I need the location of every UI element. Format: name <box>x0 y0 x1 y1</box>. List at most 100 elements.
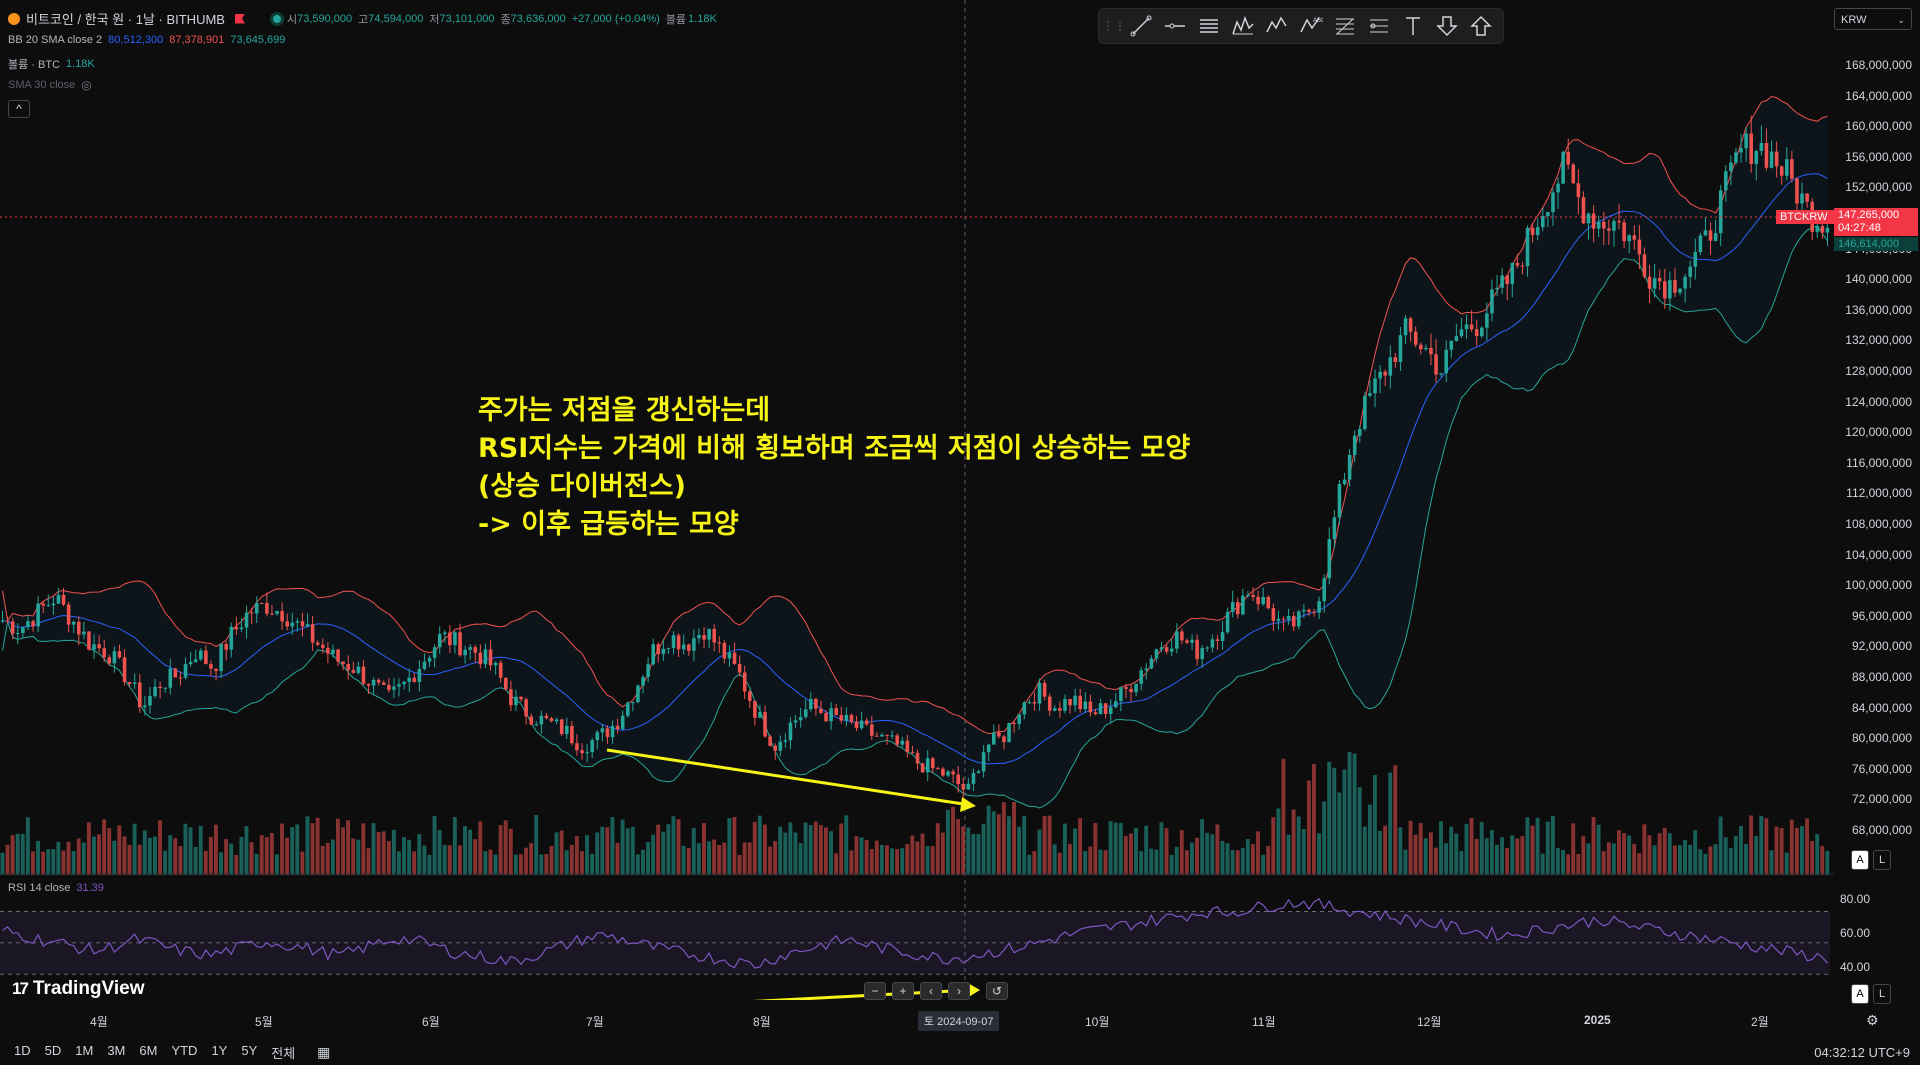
tradingview-logo[interactable]: 17 TradingView <box>12 978 145 1000</box>
date-range-icon[interactable]: ▦ <box>317 1044 331 1060</box>
candle-body <box>265 603 269 614</box>
flag-icon[interactable] <box>234 13 245 24</box>
volume-bar <box>666 824 671 875</box>
candle-body <box>41 603 45 606</box>
pattern-tool-icon[interactable] <box>1229 12 1257 40</box>
symbol-title[interactable]: 비트코인 / 한국 원 · 1날 · BITHUMB <box>26 12 225 27</box>
candle-body <box>1663 281 1667 299</box>
reset-chart-button[interactable]: ↺ <box>986 982 1008 1000</box>
auto-scale-button[interactable]: A <box>1851 850 1869 870</box>
volume-bar <box>107 828 112 875</box>
timeframe-button[interactable]: 1D <box>14 1043 31 1058</box>
volume-bar <box>1601 851 1606 875</box>
volume-bar <box>336 818 340 875</box>
drag-handle-icon[interactable]: ⋮⋮ <box>1102 19 1126 33</box>
volume-bar <box>1535 817 1540 875</box>
candle-body <box>864 720 869 725</box>
zoom-out-button[interactable]: − <box>864 982 886 1000</box>
scroll-left-button[interactable]: ‹ <box>920 982 942 1000</box>
bb-legend[interactable]: BB 20 SMA close 2 80,512,300 87,378,901 … <box>8 34 285 46</box>
timeframe-button[interactable]: 전체 <box>271 1046 296 1061</box>
timeframe-button[interactable]: YTD <box>171 1043 198 1058</box>
rsi-legend[interactable]: RSI 14 close 31.39 <box>8 882 104 894</box>
volume-bar <box>208 836 213 875</box>
volume-bar <box>1184 850 1189 875</box>
text-tool-icon[interactable] <box>1399 12 1427 40</box>
ohlc-low-value: 73,101,000 <box>439 12 495 25</box>
scroll-right-button[interactable]: › <box>948 982 970 1000</box>
timeframe-button[interactable]: 5Y <box>241 1043 258 1058</box>
abc-wave-tool-icon[interactable]: ABC <box>1297 12 1325 40</box>
price-axis[interactable]: 168,000,000 164,000,000 160,000,000 156,000… <box>1834 40 1920 870</box>
price-tick-label: 68,000,000 <box>1851 823 1912 837</box>
volume-bar <box>468 829 473 875</box>
time-tick-label: 6월 <box>422 1015 440 1029</box>
collapse-legend-button[interactable]: ^ <box>8 100 30 118</box>
candle-body <box>173 668 178 678</box>
volume-bar <box>493 854 498 875</box>
candle-body <box>844 714 849 721</box>
candle-body <box>1439 373 1443 375</box>
zoom-in-button[interactable]: + <box>892 982 914 1000</box>
hidden-eye-icon[interactable]: ◎ <box>81 78 92 92</box>
volume-bar <box>981 823 986 875</box>
volume-bar <box>198 825 203 875</box>
arrow-up-tool-icon[interactable] <box>1467 12 1495 40</box>
price-tick-label: 136,000,000 <box>1845 302 1912 317</box>
arrow-down-tool-icon[interactable] <box>1433 12 1461 40</box>
price-chart[interactable] <box>0 0 1834 1000</box>
candle-body <box>554 719 559 722</box>
timeframe-button[interactable]: 3M <box>107 1043 126 1058</box>
candle-body <box>422 661 427 670</box>
volume-bar <box>1352 753 1357 875</box>
timeframe-button[interactable]: 5D <box>44 1043 62 1058</box>
candle-body <box>92 644 96 650</box>
trend-line-tool-icon[interactable] <box>1127 12 1155 40</box>
currency-select[interactable]: KRW ⌄ <box>1834 8 1912 30</box>
candle-body <box>77 621 81 635</box>
candle-body <box>1586 213 1591 224</box>
volume-bar <box>971 834 976 875</box>
volume-bar <box>1423 838 1428 875</box>
candle-body <box>697 635 701 639</box>
candle-body <box>82 631 86 635</box>
clock[interactable]: 04:32:12 UTC+9 <box>1814 1045 1910 1060</box>
price-tick-label: 92,000,000 <box>1851 639 1912 654</box>
candle-body <box>529 716 533 725</box>
elliott-wave-tool-icon[interactable] <box>1263 12 1291 40</box>
volume-bar <box>1276 808 1281 875</box>
timeframe-button[interactable]: 1M <box>75 1043 94 1058</box>
volume-bar <box>478 821 483 875</box>
price-tick-label: 76,000,000 <box>1851 761 1912 776</box>
candle-body <box>1032 702 1037 704</box>
fib-retracement-tool-icon[interactable] <box>1331 12 1359 40</box>
volume-bar <box>544 854 549 875</box>
volume-bar <box>300 851 305 875</box>
volume-bar <box>285 837 290 875</box>
candle-body <box>31 621 35 627</box>
volume-bar <box>66 841 71 875</box>
volume-legend[interactable]: 볼륨 · BTC 1.18K <box>8 56 95 72</box>
candle-body <box>1556 183 1560 193</box>
volume-bar <box>1169 854 1174 875</box>
candle-body <box>437 634 442 648</box>
parallel-channel-tool-icon[interactable] <box>1195 12 1223 40</box>
volume-bar <box>783 832 788 875</box>
log-scale-button[interactable]: L <box>1873 850 1891 870</box>
volume-bar <box>1215 824 1220 875</box>
volume-bar <box>1134 827 1138 875</box>
volume-bar <box>610 817 615 875</box>
fib-extension-tool-icon[interactable] <box>1365 12 1393 40</box>
candle-body <box>1225 611 1230 633</box>
horizontal-ray-tool-icon[interactable] <box>1161 12 1189 40</box>
rsi-auto-scale-button[interactable]: A <box>1851 984 1869 1004</box>
divergence-annotation[interactable]: 주가는 저점을 갱신하는데 RSI지수는 가격에 비해 횡보하며 조금씩 저점이… <box>478 392 1190 544</box>
sma-legend[interactable]: SMA 30 close ◎ <box>8 78 92 92</box>
timeframe-button[interactable]: 6M <box>139 1043 158 1058</box>
timeframe-button[interactable]: 1Y <box>211 1043 228 1058</box>
rsi-log-scale-button[interactable]: L <box>1873 984 1891 1004</box>
volume-bar <box>1800 826 1804 875</box>
settings-gear-icon[interactable]: ⚙ <box>1866 1012 1879 1028</box>
candle-body <box>646 664 650 677</box>
volume-bar <box>1571 823 1576 875</box>
